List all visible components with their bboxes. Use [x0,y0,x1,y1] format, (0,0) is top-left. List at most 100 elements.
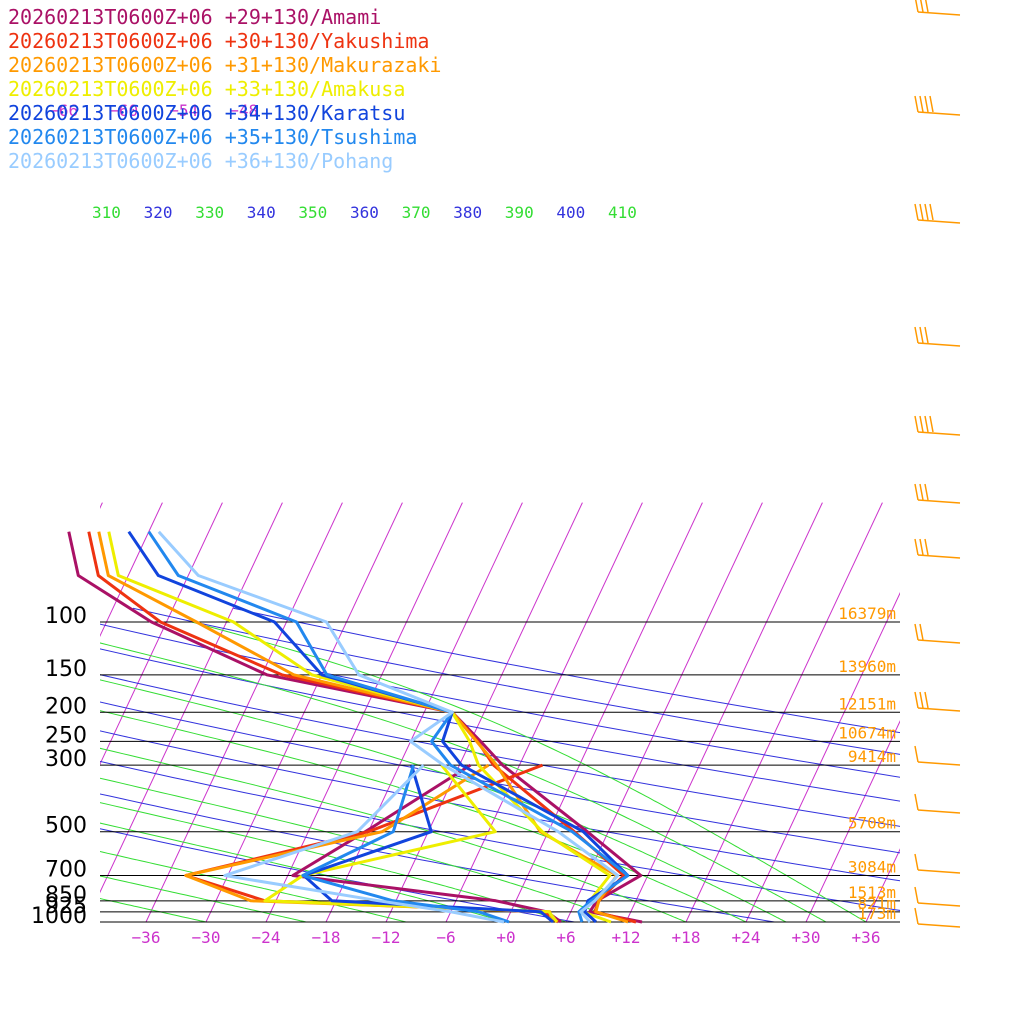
wind-barb-flag [914,415,919,433]
pressure-label: 850 [45,883,87,908]
temp-tick-label: +30 [792,928,821,947]
pressure-label: 100 [45,604,87,629]
theta-label: 390 [505,203,534,222]
legend: 20260213T0600Z+06 +29+130/Amami20260213T… [8,5,441,173]
dewpoint-profile [302,764,554,924]
upper-temp-label: −60 [109,101,138,120]
pressure-label: 200 [45,694,87,719]
temperature-profile [147,530,630,923]
temp-tick-label: −36 [132,928,161,947]
pressure-label: 500 [45,814,87,839]
temp-tick-label: +36 [852,928,881,947]
temp-tick-label: −30 [192,928,221,947]
height-label: 3084m [848,858,896,877]
wind-barb-flag [914,907,919,925]
moist-adiabat-line [100,898,207,923]
legend-entry: 20260213T0600Z+06 +35+130/Tsushima [8,125,417,149]
temperature-profile [67,531,643,924]
wind-barb-flag [914,0,919,13]
temp-tick-label: −12 [372,928,401,947]
theta-label: 340 [247,203,276,222]
wind-barb-flag [914,538,919,556]
wind-barb-flag [914,326,919,344]
wind-barb-flag [919,203,924,221]
wind-barb-flag [919,538,924,556]
wind-barb-flag [919,95,924,113]
wind-barb-flag [919,623,924,641]
height-labels: 16379m 13960m 12151m 10674m 9414m 5708m 3084m 1… [838,604,896,923]
theta-label: 360 [350,203,379,222]
upper-temp-label: −54 [169,101,198,120]
theta-label: 370 [402,203,431,222]
moist-adiabat-line [100,710,747,923]
isotherm-line [100,502,163,638]
wind-barb-shaft [917,342,961,347]
wind-barb-flag [924,483,929,501]
wind-barb-flag [929,415,934,433]
wind-barb-flag [914,745,919,763]
moist-adiabat-line [100,642,827,923]
temp-tick-label: +18 [672,928,701,947]
upper-temp-label: −48 [229,101,258,120]
temp-tick-label: +0 [496,928,515,947]
wind-barb-flag [914,95,919,113]
wind-barb-shaft [917,761,961,766]
height-label: 1513m [848,883,896,902]
theta-label: 310 [92,203,121,222]
dry-adiabat-line [100,623,900,778]
wind-barb-flag [914,483,919,501]
theta-label: 400 [556,203,585,222]
wind-barb-flag [914,691,919,709]
temperature-axis-labels: −36 −30 −24 −18 −12 −6 +0 +6 +12 +18 +24 +30 +36 [132,928,881,947]
temperature-profile [97,531,629,924]
wind-barb-flag [914,853,919,871]
dry-adiabat-line [100,730,900,882]
wind-barb-flag [924,691,929,709]
sounding-profiles [67,530,643,924]
theta-labels: 310 320 330 340 350 360 370 380 390 400 410 [92,203,637,222]
wind-barb-flag [914,623,919,641]
isotherm-line [0,503,42,922]
temp-tick-label: +24 [732,928,761,947]
wind-barb-shaft [917,554,961,559]
dry-adiabat-line [132,607,900,755]
theta-label: 410 [608,203,637,222]
wind-barb-shaft [917,219,961,224]
wind-barb-shaft [917,809,961,814]
wind-barb-flag [919,691,924,709]
wind-barb-flag [924,538,929,556]
wind-barbs [914,0,961,928]
moist-adiabat-line [100,850,407,923]
wind-barb-shaft [917,902,961,907]
isotherm-line [926,503,1024,922]
height-label: 9414m [848,747,896,766]
moist-adiabat-line [100,679,787,923]
wind-barb-shaft [917,869,961,874]
dry-adiabat-line [100,701,900,854]
dewpoint-profile [301,764,510,924]
wind-barb-shaft [917,431,961,436]
isotherm-line [805,720,900,923]
height-label: 10674m [838,723,896,742]
theta-label: 320 [144,203,173,222]
wind-barb-flag [924,0,929,13]
wind-barb-flag [919,0,924,13]
temp-tick-label: +6 [556,928,575,947]
moist-adiabat-line [100,777,627,923]
legend-entry: 20260213T0600Z+06 +31+130/Makurazaki [8,53,441,77]
temperature-profile [127,530,630,924]
wind-barb-flag [914,203,919,221]
wind-barb-flag [914,886,919,904]
moist-adiabat-line [100,875,307,923]
pressure-label: 1000 [31,904,87,929]
isotherm-line [986,503,1024,922]
upper-temp-label: −66 [49,101,78,120]
wind-barb-flag [929,203,934,221]
wind-barb-flag [919,326,924,344]
wind-barb-flag [924,326,929,344]
pressure-label: 925 [45,894,87,919]
dry-adiabat-line [100,674,900,827]
isotherm-line [865,848,900,923]
